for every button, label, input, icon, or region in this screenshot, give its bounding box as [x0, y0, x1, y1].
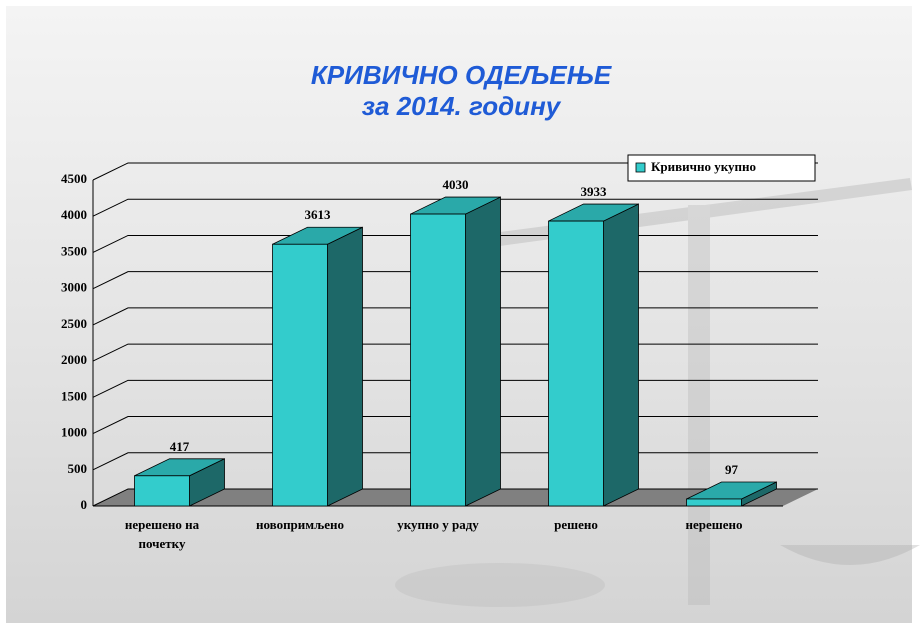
- bar-side: [603, 203, 639, 507]
- y-tick-label: 4000: [61, 207, 87, 222]
- legend-box: [627, 154, 816, 182]
- bar-side: [327, 226, 363, 507]
- y-tick-label: 500: [68, 461, 88, 476]
- data-label: 3613: [305, 207, 332, 222]
- data-label: 3933: [581, 184, 608, 199]
- bar-front: [548, 220, 604, 507]
- bar-front: [410, 213, 466, 507]
- bar: [686, 481, 777, 507]
- y-tick-label: 0: [81, 497, 88, 512]
- y-tick-label: 2000: [61, 352, 87, 367]
- bar-front: [686, 498, 742, 507]
- bar-front: [134, 475, 190, 507]
- y-tick-label: 1500: [61, 388, 87, 403]
- legend: Кривично укупно: [627, 154, 816, 182]
- data-label: 417: [170, 439, 190, 454]
- chart-subtitle: за 2014. годину: [362, 91, 562, 121]
- bar-front: [272, 243, 328, 507]
- grid-line: [92, 162, 818, 181]
- bar: [410, 196, 501, 507]
- bar: [134, 458, 225, 507]
- bar-side: [465, 196, 501, 507]
- legend-swatch: [635, 162, 646, 173]
- data-label: 97: [725, 462, 739, 477]
- x-tick-label: нерешено на почетку: [125, 517, 200, 551]
- chart-title: КРИВИЧНО ОДЕЉЕЊЕ: [311, 60, 612, 90]
- y-tick-label: 1000: [61, 425, 87, 440]
- data-label: 4030: [443, 177, 469, 192]
- x-tick-label: решено: [554, 517, 598, 532]
- y-tick-label: 3000: [61, 280, 87, 295]
- x-tick-label: нерешено: [686, 517, 743, 532]
- y-tick-label: 4500: [61, 171, 87, 186]
- legend-label: Кривично укупно: [651, 159, 756, 174]
- bar: [272, 226, 363, 507]
- y-tick-label: 3500: [61, 243, 87, 258]
- bar: [548, 203, 639, 507]
- x-tick-label: укупно у раду: [397, 517, 479, 532]
- y-tick-label: 2500: [61, 316, 87, 331]
- x-tick-label: новопримљено: [256, 517, 344, 532]
- grid-line: [92, 198, 818, 217]
